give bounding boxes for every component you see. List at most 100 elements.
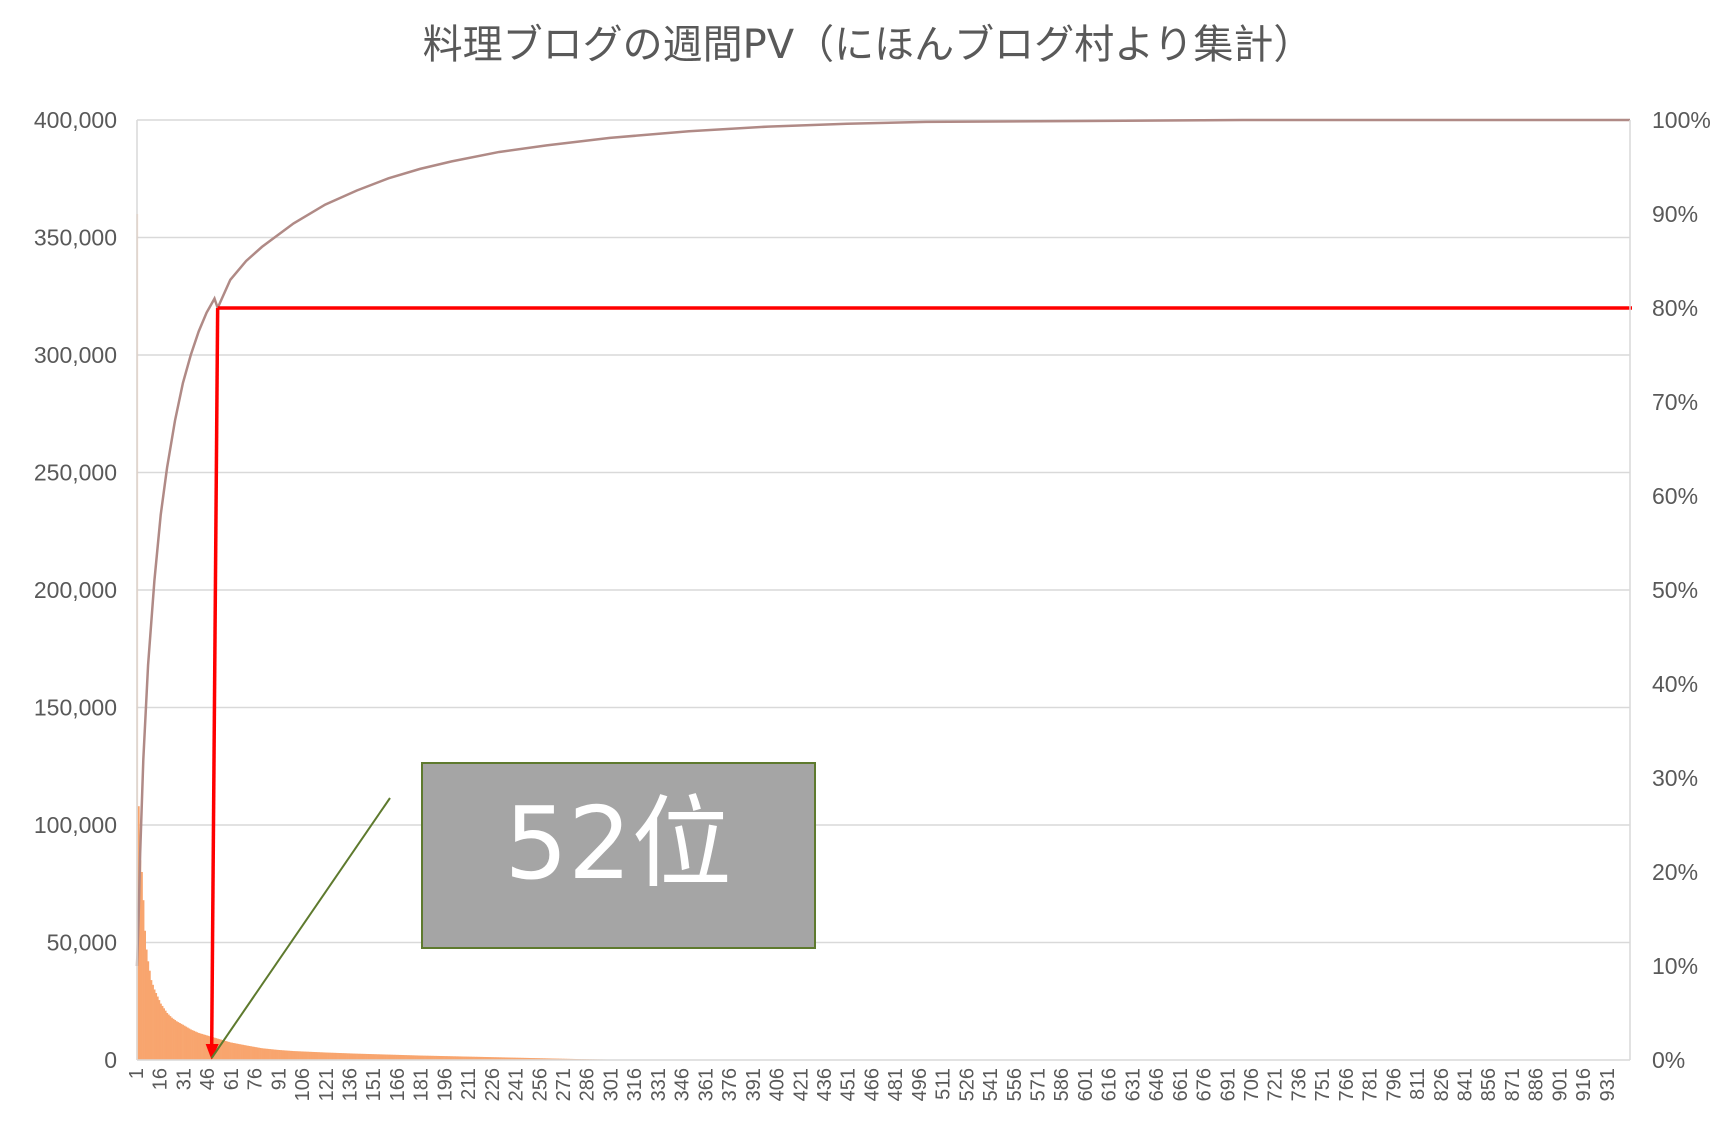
pv-bar [240, 1044, 243, 1060]
pv-bar [477, 1056, 480, 1060]
pv-bar [229, 1042, 232, 1061]
pv-bar [324, 1052, 327, 1060]
pv-bar [363, 1053, 366, 1060]
pv-bar [458, 1056, 461, 1060]
pv-bar [360, 1053, 363, 1060]
pv-bar [188, 1028, 191, 1060]
pv-bar [414, 1055, 417, 1060]
pv-bar [280, 1050, 283, 1060]
x-tick-label: 616 [1099, 1068, 1121, 1101]
pv-bar [245, 1045, 248, 1060]
pv-bar [446, 1056, 449, 1060]
x-tick-label: 151 [363, 1068, 385, 1101]
x-tick-label: 421 [790, 1068, 812, 1101]
x-tick-label: 781 [1360, 1068, 1382, 1101]
pv-bar [224, 1040, 227, 1060]
x-tick-label: 271 [553, 1068, 575, 1101]
pv-bar [376, 1054, 379, 1060]
pv-bar [503, 1057, 506, 1060]
pv-bar [158, 1000, 161, 1060]
pv-bar [499, 1057, 502, 1060]
pv-bar [270, 1049, 273, 1060]
pv-bar [449, 1056, 452, 1060]
pv-bar [273, 1049, 276, 1060]
x-tick-label: 886 [1526, 1068, 1548, 1101]
pv-bar [544, 1058, 547, 1060]
x-tick-label: 541 [980, 1068, 1002, 1101]
pv-bar [422, 1055, 425, 1060]
pv-bar [490, 1057, 493, 1060]
pv-bar [142, 900, 145, 1060]
pv-bar [337, 1052, 339, 1060]
pv-bar [178, 1022, 181, 1060]
pv-bar [471, 1056, 474, 1060]
pv-bar [251, 1046, 254, 1060]
x-tick-label: 691 [1217, 1068, 1239, 1101]
pv-bar [254, 1047, 257, 1060]
pv-bar [276, 1049, 279, 1060]
left-tick-label: 0 [104, 1047, 117, 1073]
pv-bar [239, 1044, 241, 1060]
pv-bar [262, 1048, 265, 1060]
x-tick-label: 286 [577, 1068, 599, 1101]
x-tick-label: 436 [814, 1068, 836, 1101]
pv-bar [405, 1055, 407, 1060]
pv-bar [476, 1056, 479, 1060]
pv-bar [487, 1057, 490, 1060]
pv-bar [387, 1054, 390, 1060]
pv-bar [242, 1044, 245, 1060]
pv-bar [520, 1057, 523, 1060]
right-tick-label: 0% [1652, 1047, 1685, 1073]
pv-bar [504, 1057, 507, 1060]
pv-bar [430, 1055, 433, 1060]
pv-bar [359, 1053, 362, 1060]
pv-bar [356, 1053, 358, 1060]
pv-bar [294, 1051, 297, 1060]
chart-title: 料理ブログの週間PV（にほんブログ村より集計） [423, 22, 1314, 68]
pv-bar [153, 989, 156, 1060]
right-tick-label: 100% [1652, 107, 1711, 133]
pv-bar [335, 1052, 338, 1060]
pv-bar [172, 1018, 175, 1061]
pv-bar [433, 1055, 436, 1060]
pv-bar [420, 1055, 423, 1060]
right-tick-label: 10% [1652, 953, 1698, 979]
pv-bar [545, 1058, 548, 1060]
pv-bar [321, 1052, 324, 1060]
pv-bar [250, 1046, 252, 1060]
x-tick-label: 661 [1170, 1068, 1192, 1101]
callout-box: 52位 [421, 762, 816, 949]
x-tick-label: 166 [387, 1068, 409, 1101]
x-tick-label: 796 [1383, 1068, 1405, 1101]
pv-bar [204, 1034, 207, 1060]
pv-bar [354, 1053, 357, 1060]
pv-bar [512, 1057, 515, 1060]
pv-bar [368, 1054, 371, 1060]
pv-bar [196, 1032, 199, 1060]
pv-bar [496, 1057, 499, 1060]
pv-bar [182, 1024, 184, 1060]
pv-bar [220, 1039, 222, 1060]
pv-bar [169, 1016, 172, 1060]
pv-bar [357, 1053, 360, 1060]
pv-bar [338, 1053, 341, 1060]
x-tick-label: 211 [458, 1068, 480, 1100]
x-tick-label: 406 [767, 1068, 789, 1101]
pv-bar [308, 1051, 311, 1060]
pv-bar [231, 1042, 233, 1060]
x-tick-label: 466 [861, 1068, 883, 1101]
pv-bar [498, 1057, 501, 1060]
pv-bar [443, 1056, 445, 1060]
pv-bar [395, 1054, 398, 1060]
pv-bar [462, 1056, 464, 1060]
pv-bar [416, 1055, 419, 1060]
pv-bar [185, 1026, 188, 1060]
x-tick-label: 61 [221, 1068, 243, 1090]
pv-bar [322, 1052, 325, 1060]
x-tick-label: 331 [648, 1068, 670, 1101]
x-tick-label: 91 [268, 1068, 290, 1090]
x-tick-label: 31 [173, 1068, 195, 1090]
right-tick-label: 80% [1652, 295, 1698, 321]
pv-bar [299, 1051, 301, 1060]
pv-bar [186, 1027, 189, 1060]
